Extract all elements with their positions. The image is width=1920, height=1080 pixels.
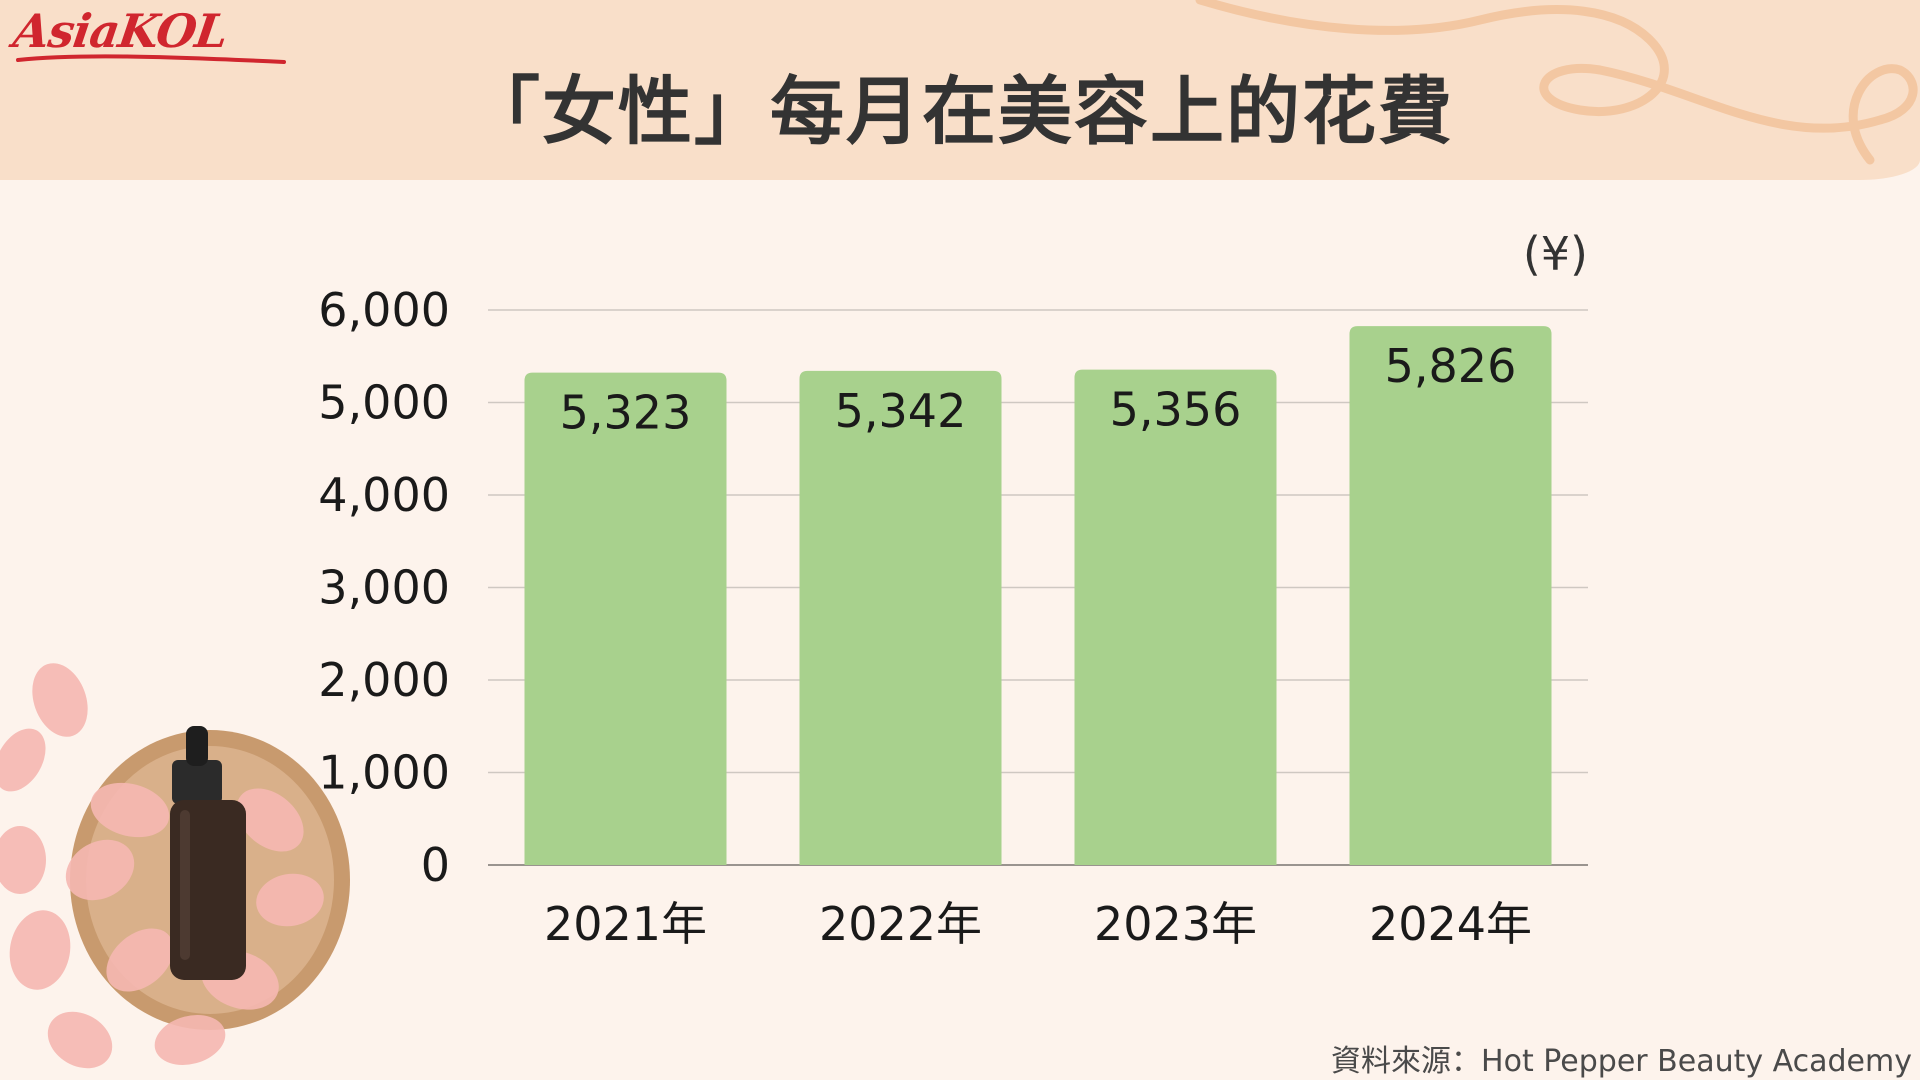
header-band (0, 0, 1920, 180)
bar-value-label: 5,323 (560, 386, 692, 440)
y-tick-label: 5,000 (318, 376, 450, 430)
y-tick-label: 0 (421, 838, 450, 892)
source-note: 資料來源：Hot Pepper Beauty Academy (1331, 1044, 1912, 1079)
logo-underline (16, 54, 286, 64)
bar (524, 372, 727, 865)
y-tick-label: 4,000 (318, 468, 450, 522)
rose-petals-and-dropper-bottle-image (0, 663, 350, 1069)
bar-value-label: 5,356 (1110, 383, 1242, 437)
bar (1349, 326, 1552, 866)
x-category-label: 2024年 (1369, 897, 1532, 951)
y-tick-label: 6,000 (318, 283, 450, 337)
x-category-label: 2023年 (1094, 897, 1257, 951)
y-tick-label: 1,000 (318, 746, 450, 800)
decorative-swirl (1195, 0, 1918, 165)
x-category-label: 2021年 (544, 897, 707, 951)
page-title: 「女性」每月在美容上的花費 (466, 69, 1454, 155)
bar (1074, 369, 1277, 865)
bar-value-label: 5,826 (1385, 339, 1517, 393)
unit-label: (¥) (1523, 227, 1588, 281)
y-tick-label: 3,000 (318, 561, 450, 615)
bar-value-label: 5,342 (835, 384, 967, 438)
x-category-label: 2022年 (819, 897, 982, 951)
bar (799, 370, 1002, 865)
y-tick-label: 2,000 (318, 653, 450, 707)
